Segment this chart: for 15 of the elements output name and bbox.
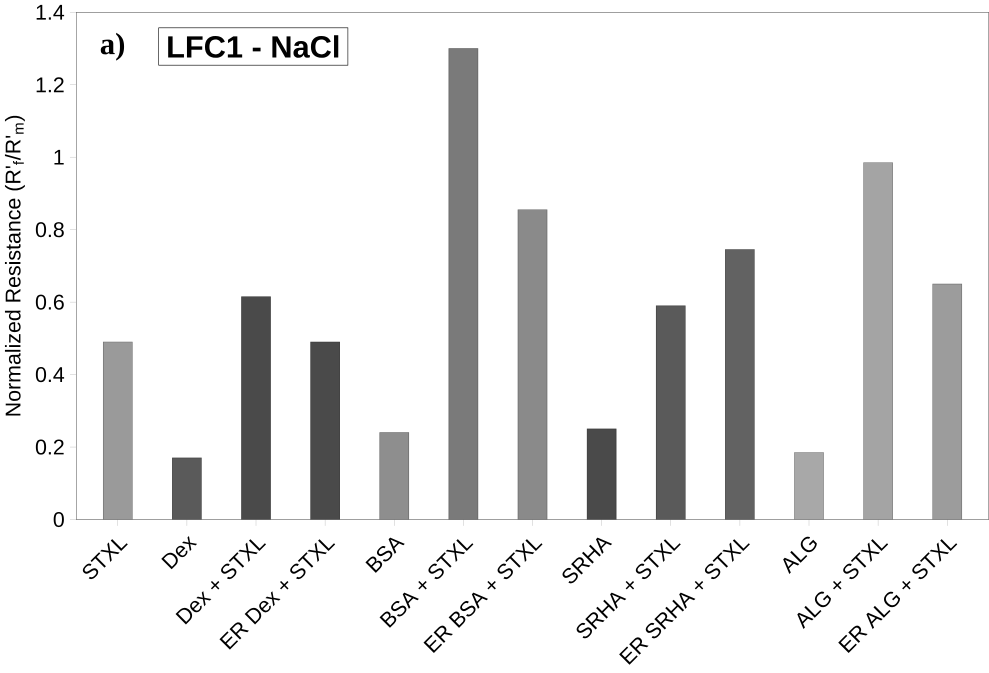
x-tick-label: Dex: [161, 536, 198, 570]
y-tick-label: 0.8: [36, 222, 64, 238]
y-tick-label: 0.6: [36, 294, 64, 310]
y-tick-label: 0.2: [36, 439, 64, 455]
x-tick-label: BSA: [365, 538, 405, 573]
text: LFC1 - NaCl: [168, 35, 338, 58]
y-tick-label: 0: [54, 512, 64, 528]
y-tick-label: 1.4: [36, 4, 64, 20]
y-tick-label: 1.2: [36, 77, 64, 92]
bar: [310, 342, 340, 520]
annotation: a): [100, 32, 124, 61]
y-tick-label: 0.4: [36, 367, 64, 382]
y-tick-label: 1: [54, 150, 64, 165]
y-axis-title: Normalized Resistance (R'$_{f}$/R'$_{m}$): [4, 116, 25, 416]
bar: [794, 452, 824, 520]
